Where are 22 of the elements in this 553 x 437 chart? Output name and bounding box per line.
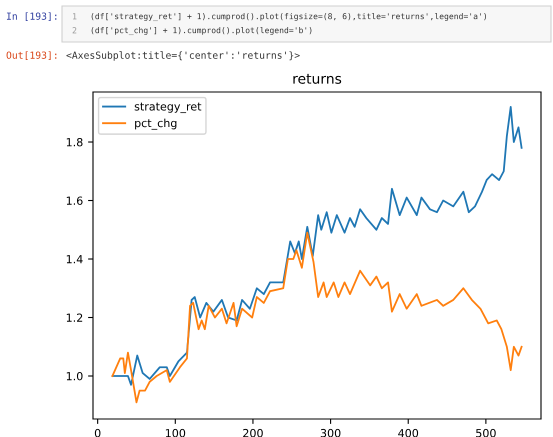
legend-label: pct_chg (135, 118, 176, 130)
y-tick-label: 1.6 (66, 196, 83, 205)
text: (df['pct_chg'] + 1).cumprod().plot(legend='b') (92, 26, 312, 36)
text: <AxesSubplot:title={'center':'returns'}> (66, 51, 300, 61)
y-tick-label: 1.4 (66, 255, 83, 264)
line-series (112, 232, 522, 404)
x-tick-label: 100 (166, 428, 186, 437)
text: 2 (72, 27, 76, 34)
x-tick-label: 0 (94, 428, 100, 437)
x-tick-label: 400 (398, 428, 418, 437)
legend-label: strategy_ret (134, 102, 202, 114)
chart-title: returns (293, 74, 342, 84)
text: In [193]: (6, 12, 56, 21)
x-tick-label: 200 (243, 428, 263, 437)
y-tick-label: 1.0 (66, 372, 83, 380)
y-tick-label: 1.2 (66, 313, 82, 322)
text: Out[193]: (6, 51, 56, 60)
text: (df['strategy_ret'] + 1).cumprod().plot(figsize=(8, 6),title='returns',legend='a') (92, 12, 486, 22)
x-tick-label: 300 (320, 428, 340, 437)
y-tick-label: 1.8 (66, 138, 83, 146)
text: 1 (73, 13, 76, 20)
x-tick-label: 500 (476, 428, 496, 437)
